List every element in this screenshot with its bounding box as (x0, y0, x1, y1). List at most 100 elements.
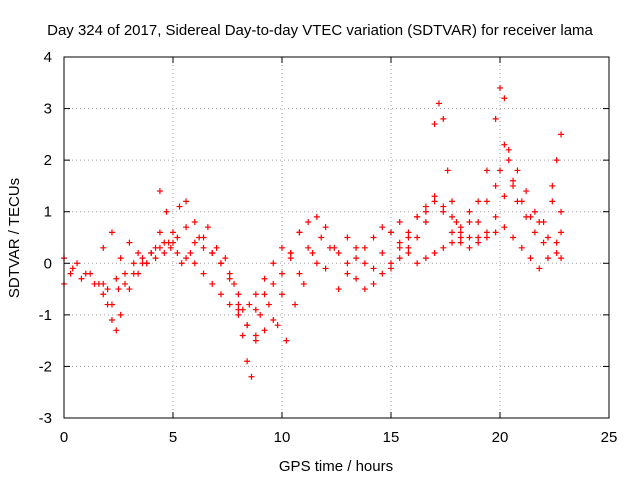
data-point (549, 198, 556, 205)
data-point (130, 260, 137, 267)
data-point (414, 260, 421, 267)
data-point (270, 280, 277, 287)
y-axis-label: SDTVAR / TECUs (6, 178, 23, 298)
plot-frame (63, 56, 610, 419)
data-point (287, 249, 294, 256)
data-point (501, 95, 508, 102)
data-point (191, 219, 198, 226)
data-point (152, 244, 159, 251)
data-point (379, 249, 386, 256)
data-point (335, 249, 342, 256)
data-point (187, 249, 194, 256)
data-point (322, 224, 329, 231)
y-tick-label: 2 (44, 152, 52, 169)
data-point (117, 255, 124, 262)
data-point (156, 188, 163, 195)
data-point (178, 260, 185, 267)
data-point (104, 301, 111, 308)
data-point (492, 182, 499, 189)
data-point (544, 255, 551, 262)
data-point (475, 239, 482, 246)
data-point (244, 358, 251, 365)
data-point (497, 84, 503, 91)
data-point (388, 265, 394, 272)
data-point (252, 337, 259, 344)
data-point (344, 270, 351, 277)
data-point (244, 322, 251, 329)
data-point (122, 280, 129, 287)
data-point (246, 301, 253, 308)
data-point (204, 224, 211, 231)
data-point (226, 301, 233, 308)
data-point (396, 239, 403, 246)
x-axis-label: GPS time / hours (279, 458, 393, 475)
data-point (370, 280, 377, 287)
data-point (257, 311, 264, 318)
data-point (553, 249, 560, 256)
series-track-4 (100, 224, 333, 380)
data-point (510, 177, 517, 184)
data-point (279, 244, 285, 251)
series-track-7 (344, 100, 464, 293)
data-point (431, 121, 438, 128)
axis-ticks (63, 56, 610, 419)
data-point (126, 239, 133, 246)
series-track-3 (100, 188, 338, 334)
data-point (163, 208, 170, 215)
data-point (501, 141, 508, 148)
data-point (313, 213, 320, 220)
data-point (466, 234, 473, 241)
data-point (440, 115, 447, 122)
data-point (514, 198, 521, 205)
data-point (536, 265, 543, 272)
data-point (67, 270, 74, 277)
data-points (61, 84, 565, 380)
chart-title: Day 324 of 2017, Sidereal Day-to-day VTE… (47, 22, 593, 39)
data-point (183, 255, 190, 262)
data-point (100, 244, 107, 251)
data-point (69, 265, 76, 272)
data-point (261, 275, 268, 282)
grid-lines (64, 57, 609, 418)
data-point (252, 306, 259, 313)
data-point (156, 229, 163, 236)
data-point (466, 219, 473, 226)
x-tick-label: 0 (60, 429, 68, 446)
data-point (261, 291, 268, 298)
data-point (335, 286, 342, 293)
data-point (422, 208, 429, 215)
data-point (558, 229, 565, 236)
data-point (252, 332, 259, 339)
data-point (104, 286, 111, 293)
data-point (510, 182, 517, 189)
data-point (91, 280, 98, 287)
data-point (414, 213, 421, 220)
data-point (326, 244, 333, 251)
series-track-5 (335, 177, 565, 293)
data-point (558, 255, 565, 262)
x-tick-label: 25 (601, 429, 618, 446)
data-point (191, 239, 198, 246)
data-point (174, 234, 181, 241)
data-point (322, 265, 329, 272)
data-point (457, 229, 464, 236)
data-point (505, 146, 512, 153)
data-point (540, 239, 547, 246)
data-point (100, 291, 107, 298)
data-point (440, 244, 447, 251)
data-point (143, 260, 150, 267)
data-point (475, 198, 482, 205)
data-point (126, 286, 133, 293)
data-point (353, 275, 360, 282)
data-point (213, 244, 220, 251)
data-point (344, 260, 351, 267)
data-point (122, 270, 129, 277)
data-point (191, 260, 198, 267)
data-point (405, 229, 412, 236)
data-point (475, 234, 482, 241)
data-point (527, 255, 534, 262)
data-point (313, 260, 320, 267)
data-point (353, 244, 360, 251)
data-point (449, 229, 456, 236)
